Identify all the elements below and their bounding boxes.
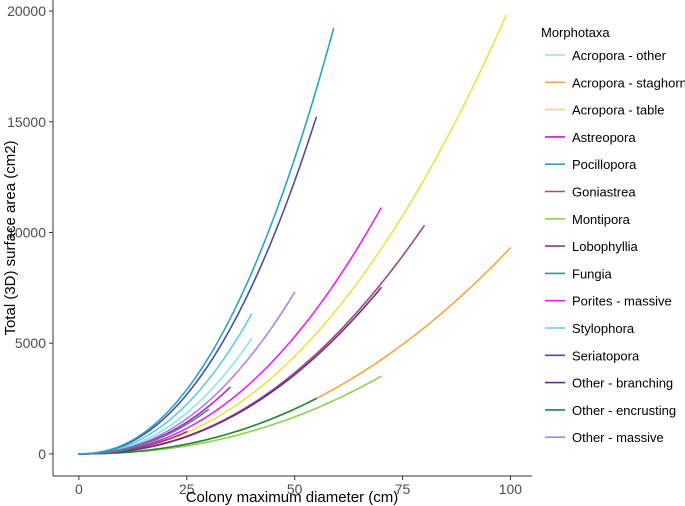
x-axis-title: Colony maximum diameter (cm) <box>186 489 399 506</box>
y-tick-label: 10000 <box>7 224 46 240</box>
legend-label: Montipora <box>572 212 631 227</box>
legend-label: Pocillopora <box>572 157 637 172</box>
legend-label: Other - encrusting <box>572 403 676 418</box>
legend-label: Goniastrea <box>572 185 636 200</box>
x-tick-label: 100 <box>499 481 523 497</box>
legend-label: Other - branching <box>572 376 673 391</box>
x-tick-label: 75 <box>395 481 411 497</box>
legend-label: Acropora - staghorn <box>572 75 685 90</box>
series-line-other-branching <box>78 287 382 455</box>
plot-area <box>78 14 512 455</box>
series-line-fungia <box>78 408 210 455</box>
legend-label: Lobophyllia <box>572 239 639 254</box>
series-line-acropora-staghorn <box>78 247 512 455</box>
y-tick-label: 15000 <box>7 114 46 130</box>
y-tick-label: 20000 <box>7 3 46 19</box>
x-tick-label: 25 <box>179 481 195 497</box>
y-ticks: 0 5000 10000 15000 20000 <box>7 3 53 462</box>
x-tick-label: 0 <box>75 481 83 497</box>
legend-label: Acropora - other <box>572 48 667 63</box>
series-line-other-encrusting <box>78 397 318 455</box>
y-tick-label: 0 <box>38 446 46 462</box>
legend-label: Other - massive <box>572 430 664 445</box>
legend-label: Fungia <box>572 266 613 281</box>
legend-items: Acropora - other Acropora - staghorn Acrop… <box>545 48 685 445</box>
series-line-pocillopora <box>78 27 335 455</box>
x-ticks: 0 25 50 75 100 <box>75 476 522 497</box>
y-tick-label: 5000 <box>15 335 46 351</box>
legend-title: Morphotaxa <box>541 25 610 40</box>
legend-label: Seriatopora <box>572 348 640 363</box>
legend-label: Acropora - table <box>572 103 665 118</box>
legend-label: Porites - massive <box>572 294 672 309</box>
legend-label: Astreopora <box>572 130 636 145</box>
series-line-acropora-table <box>78 14 507 455</box>
x-tick-label: 50 <box>287 481 303 497</box>
series-line-other-massive <box>78 291 296 455</box>
y-axis-title: Total (3D) surface area (cm2) <box>2 140 19 335</box>
legend: Morphotaxa Acropora - other Acropora - st… <box>541 25 685 445</box>
legend-label: Stylophora <box>572 321 635 336</box>
